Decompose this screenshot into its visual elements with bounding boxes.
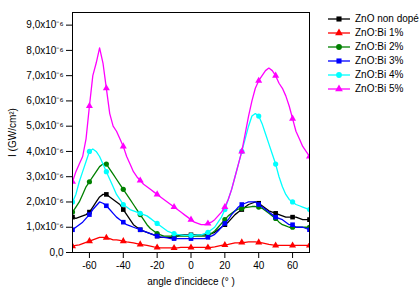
html-text:ZnO:Bi 5%: ZnO:Bi 5% [355, 83, 404, 94]
svg-text:-60: -60 [82, 260, 97, 271]
svg-text:9,0x10⁻⁶: 9,0x10⁻⁶ [26, 19, 63, 30]
svg-text:5,0x10⁻⁶: 5,0x10⁻⁶ [26, 120, 63, 131]
svg-text:20: 20 [219, 260, 231, 271]
svg-text:8,0x10⁻⁶: 8,0x10⁻⁶ [26, 45, 63, 56]
svg-text:-40: -40 [116, 260, 131, 271]
svg-text:I (GW/cm²): I (GW/cm²) [7, 108, 18, 157]
svg-text:0,0: 0,0 [50, 247, 64, 258]
html-text:ZnO:Bi 1%: ZnO:Bi 1% [355, 27, 404, 38]
svg-text:60: 60 [287, 260, 299, 271]
html-text:ZnO:Bi 4%: ZnO:Bi 4% [355, 69, 404, 80]
svg-text:2,0x10⁻⁶: 2,0x10⁻⁶ [26, 196, 63, 207]
svg-text:angle d'incidece (° ): angle d'incidece (° ) [147, 276, 235, 287]
html-text:ZnO:Bi 3%: ZnO:Bi 3% [355, 55, 404, 66]
svg-text:3,0x10⁻⁶: 3,0x10⁻⁶ [26, 171, 63, 182]
svg-text:7,0x10⁻⁶: 7,0x10⁻⁶ [26, 70, 63, 81]
svg-text:40: 40 [253, 260, 265, 271]
svg-text:6,0x10⁻⁶: 6,0x10⁻⁶ [26, 95, 63, 106]
svg-text:-20: -20 [150, 260, 165, 271]
svg-text:1,0x10⁻⁶: 1,0x10⁻⁶ [26, 221, 63, 232]
svg-text:4,0x10⁻⁶: 4,0x10⁻⁶ [26, 146, 63, 157]
html-text:ZnO non dopé: ZnO non dopé [355, 13, 419, 24]
html-text:ZnO:Bi 2%: ZnO:Bi 2% [355, 41, 404, 52]
svg-text:0: 0 [188, 260, 194, 271]
